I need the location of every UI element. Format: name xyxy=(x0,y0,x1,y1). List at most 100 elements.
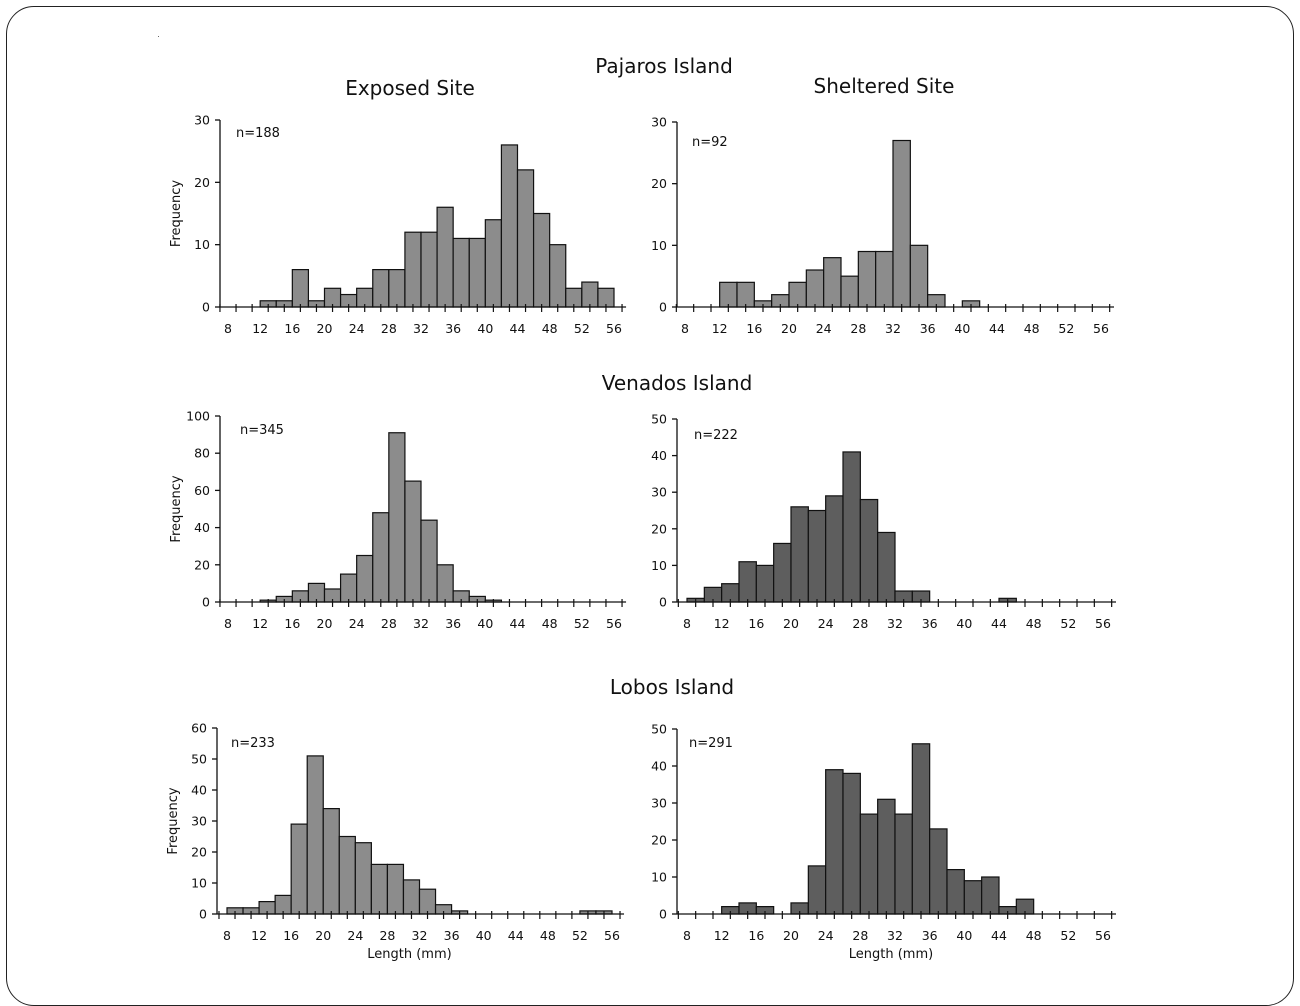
x-tick-label: 32 xyxy=(413,616,429,631)
histogram-bar xyxy=(404,480,422,603)
x-tick-label: 36 xyxy=(922,928,938,943)
histogram-bar xyxy=(877,531,896,603)
y-axis-label: Frequency xyxy=(169,475,184,542)
x-tick-label: 16 xyxy=(284,616,300,631)
x-tick-label: 52 xyxy=(1058,321,1074,336)
x-tick-label: 40 xyxy=(477,321,493,336)
x-tick-label: 8 xyxy=(224,616,232,631)
histogram-bar xyxy=(875,250,894,308)
y-tick-label: 60 xyxy=(191,721,207,736)
x-tick-label: 8 xyxy=(224,321,232,336)
histogram-bar xyxy=(929,828,948,915)
histogram-bar xyxy=(404,231,422,308)
x-tick-label: 12 xyxy=(252,616,268,631)
histogram-bar xyxy=(894,813,913,915)
histogram-bar xyxy=(388,269,406,308)
histogram-bar xyxy=(859,813,879,915)
histogram-bar xyxy=(738,561,757,603)
x-tick-label: 12 xyxy=(251,928,267,943)
histogram-bar xyxy=(516,169,535,308)
histogram-bar xyxy=(549,244,567,308)
y-tick-label: 10 xyxy=(651,238,667,253)
sample-size-label: n=233 xyxy=(231,736,275,751)
x-tick-label: 44 xyxy=(989,321,1005,336)
x-tick-label: 48 xyxy=(542,321,558,336)
histogram-bar xyxy=(825,495,844,603)
sample-size-label: n=291 xyxy=(689,736,733,751)
y-tick-label: 0 xyxy=(659,300,667,315)
x-tick-label: 20 xyxy=(783,928,799,943)
y-tick-label: 30 xyxy=(651,796,667,811)
x-tick-label: 56 xyxy=(1095,616,1111,631)
y-tick-label: 80 xyxy=(194,446,210,461)
x-tick-label: 28 xyxy=(381,616,397,631)
x-tick-label: 12 xyxy=(252,321,268,336)
histogram-bar xyxy=(909,244,929,308)
y-tick-label: 20 xyxy=(651,833,667,848)
header-exposed-site: Exposed Site xyxy=(345,76,475,100)
y-tick-label: 30 xyxy=(651,485,667,500)
x-tick-label: 40 xyxy=(476,928,492,943)
histogram-bar xyxy=(388,432,406,603)
histogram-bar xyxy=(823,257,842,308)
y-tick-label: 20 xyxy=(191,845,207,860)
y-tick-label: 20 xyxy=(194,175,210,190)
y-tick-label: 40 xyxy=(651,759,667,774)
x-tick-label: 36 xyxy=(444,928,460,943)
x-tick-label: 20 xyxy=(315,928,331,943)
histogram-panel: 0 10 20 30 8 12 16 20 24 28 32 36 40 44 48 52 56 n=188 Fre… xyxy=(169,113,627,336)
y-tick-label: 0 xyxy=(202,300,210,315)
histogram-bar xyxy=(418,888,437,915)
x-tick-label: 44 xyxy=(508,928,524,943)
y-tick-label: 0 xyxy=(199,907,207,922)
histogram-bar xyxy=(825,769,844,915)
x-tick-label: 16 xyxy=(284,321,300,336)
x-tick-label: 48 xyxy=(540,928,556,943)
histogram-bar xyxy=(946,868,965,915)
histogram-bar xyxy=(805,269,825,308)
histogram-bar xyxy=(372,512,390,603)
x-tick-label: 48 xyxy=(1026,616,1042,631)
x-tick-label: 40 xyxy=(956,928,972,943)
y-tick-label: 30 xyxy=(191,814,207,829)
x-tick-label: 36 xyxy=(922,616,938,631)
x-tick-label: 12 xyxy=(714,928,730,943)
y-tick-label: 50 xyxy=(191,752,207,767)
panels: 0 10 20 30 8 12 16 20 24 28 32 36 40 44 48 52 56 n=188 Fre… xyxy=(166,113,1116,962)
histogram-bar xyxy=(842,451,861,603)
x-tick-label: 24 xyxy=(349,321,365,336)
x-tick-label: 56 xyxy=(606,321,622,336)
histogram-bar xyxy=(892,139,911,308)
x-tick-label: 12 xyxy=(712,321,728,336)
histogram-bar xyxy=(807,865,827,915)
histogram-bar xyxy=(877,798,896,915)
y-tick-label: 40 xyxy=(651,448,667,463)
y-axis-label: Frequency xyxy=(169,180,184,247)
x-tick-label: 20 xyxy=(317,321,333,336)
histogram-panel: 0 10 20 30 40 50 8 12 16 20 24 28 32 36 40 44 48 52 56 n=29… xyxy=(651,722,1116,962)
histogram-bar xyxy=(386,863,405,915)
y-tick-label: 30 xyxy=(194,113,210,128)
y-tick-label: 50 xyxy=(651,722,667,737)
histogram-bar xyxy=(840,275,859,308)
x-tick-label: 44 xyxy=(991,928,1007,943)
histogram-bar xyxy=(420,519,438,603)
sample-size-label: n=188 xyxy=(236,126,280,141)
y-tick-label: 0 xyxy=(202,595,210,610)
y-tick-label: 10 xyxy=(651,870,667,885)
header-venados-island: Venados Island xyxy=(602,371,753,395)
x-tick-label: 28 xyxy=(850,321,866,336)
x-tick-label: 52 xyxy=(1060,616,1076,631)
x-tick-label: 56 xyxy=(606,616,622,631)
histogram-bar xyxy=(306,755,324,915)
x-tick-label: 32 xyxy=(413,321,429,336)
histogram-bar xyxy=(452,237,470,308)
y-tick-label: 10 xyxy=(194,237,210,252)
histogram-bar xyxy=(468,237,486,308)
histogram-bar xyxy=(736,281,755,308)
x-tick-label: 40 xyxy=(956,616,972,631)
histogram-bar xyxy=(532,212,551,308)
x-tick-label: 48 xyxy=(542,616,558,631)
histogram-panel: 0 10 20 30 40 50 8 12 16 20 24 28 32 36 40 44 48 52 56 n=22… xyxy=(651,412,1116,631)
